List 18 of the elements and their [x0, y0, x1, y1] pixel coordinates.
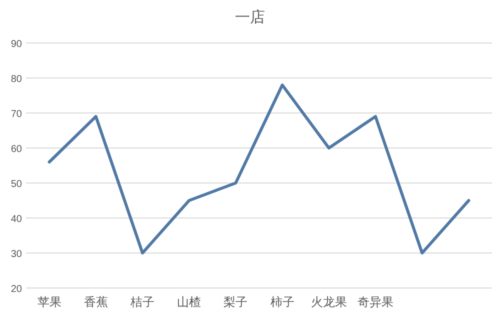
chart-title: 一店	[235, 9, 265, 26]
y-tick-label: 80	[10, 74, 22, 85]
x-tick-label: 苹果	[37, 295, 62, 309]
x-tick-label: 奇异果	[358, 295, 394, 309]
y-tick-label: 60	[10, 144, 22, 155]
x-tick-label: 山楂	[177, 295, 202, 309]
line-series	[48, 84, 470, 254]
x-tick-label: 桔子	[130, 295, 154, 309]
x-tick-label: 火龙果	[310, 295, 347, 309]
y-tick-label: 40	[10, 214, 22, 225]
y-tick-label: 70	[10, 109, 22, 120]
y-tick-label: 20	[10, 284, 22, 295]
y-tick-label: 50	[10, 179, 22, 190]
y-tick-label: 30	[10, 249, 22, 260]
y-tick-label: 90	[10, 39, 22, 50]
x-tick-label: 梨子	[224, 295, 248, 309]
x-tick-label: 柿子	[270, 295, 294, 309]
x-tick-label: 香蕉	[84, 295, 108, 309]
